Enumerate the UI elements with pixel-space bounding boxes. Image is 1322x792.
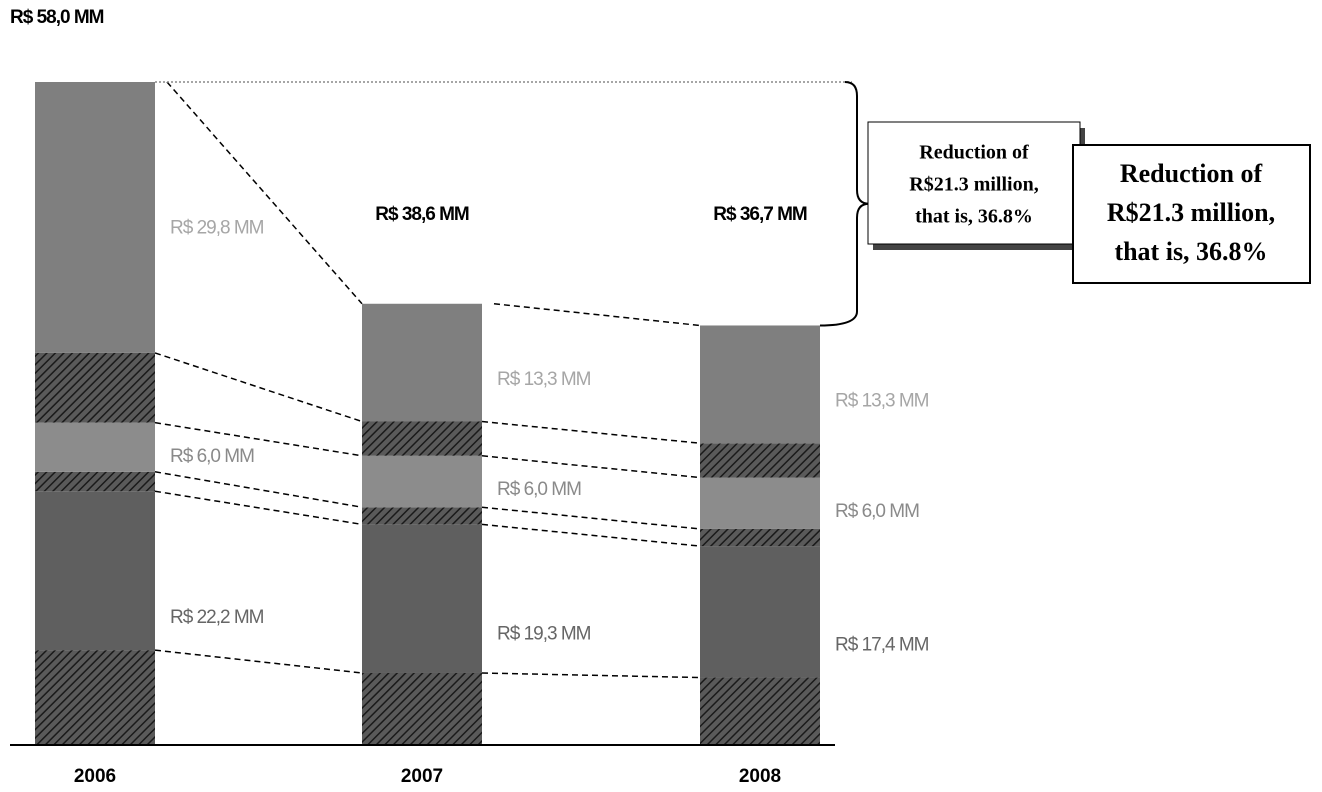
bar-segment-hatched — [35, 352, 155, 423]
bar-segment — [362, 524, 482, 673]
value-label: R$ 6,0 MM — [835, 501, 919, 522]
value-label: R$ 6,0 MM — [497, 479, 581, 500]
connector — [481, 506, 701, 530]
bar-segment — [700, 477, 820, 529]
x-tick-label: 2006 — [74, 766, 116, 787]
connector — [154, 649, 363, 674]
bar-segment-hatched — [362, 672, 482, 745]
value-label: R$ 29,8 MM — [170, 217, 264, 238]
value-label: R$ 13,3 MM — [497, 369, 591, 390]
labels: 2006 R$ 22,2 MM R$ 6,0 MM R$ 29,8 MM R$ 58,0… — [10, 7, 930, 787]
value-label: R$ 6,0 MM — [170, 446, 254, 467]
connector — [154, 471, 363, 508]
connector — [493, 303, 701, 327]
connector — [154, 421, 363, 457]
annotation-line: R$21.3 million, — [909, 174, 1038, 196]
bar-segment — [35, 491, 155, 651]
bar-segment — [700, 325, 820, 444]
bar-segment-hatched — [700, 443, 820, 478]
bar-segment-hatched — [700, 528, 820, 547]
bar-segment-hatched — [35, 650, 155, 745]
bar-segment — [35, 422, 155, 472]
bars — [35, 82, 820, 745]
bar-segment-hatched — [700, 677, 820, 745]
bar-segment-hatched — [362, 421, 482, 456]
value-label: R$ 13,3 MM — [835, 391, 929, 412]
connector — [481, 455, 701, 479]
bar-segment-hatched — [362, 507, 482, 525]
connector — [166, 81, 363, 305]
connector — [481, 420, 701, 444]
annotation-line: that is, 36.8% — [1114, 237, 1267, 266]
bar-segment — [35, 82, 155, 353]
connector — [481, 523, 701, 547]
connector — [154, 352, 363, 423]
bar-segment — [362, 303, 482, 422]
annotation-line: that is, 36.8% — [915, 206, 1033, 228]
annotation-2: Reduction of R$21.3 million, that is, 36… — [1072, 144, 1311, 284]
annotation-box — [1072, 144, 1311, 284]
connector — [481, 672, 701, 679]
annotation-line: R$21.3 million, — [1107, 198, 1275, 227]
annotation-1: Reduction of R$21.3 million, that is, 36… — [867, 121, 1085, 250]
value-label: R$ 19,3 MM — [497, 624, 591, 645]
annotation-line: Reduction of — [919, 142, 1029, 164]
value-label: R$ 17,4 MM — [835, 635, 929, 656]
x-tick-label: 2007 — [401, 766, 443, 787]
total-label: R$ 58,0 MM — [10, 7, 104, 28]
total-label: R$ 36,7 MM — [713, 204, 807, 225]
brace — [819, 81, 870, 327]
total-label: R$ 38,6 MM — [375, 204, 469, 225]
connector — [154, 490, 363, 526]
annotation-line: Reduction of — [1120, 159, 1263, 188]
bar-segment — [700, 546, 820, 678]
value-label: R$ 22,2 MM — [170, 607, 264, 628]
annotation-box — [867, 121, 1081, 245]
bar-segment-hatched — [35, 471, 155, 492]
bar-segment — [362, 455, 482, 508]
x-tick-label: 2008 — [739, 766, 781, 787]
